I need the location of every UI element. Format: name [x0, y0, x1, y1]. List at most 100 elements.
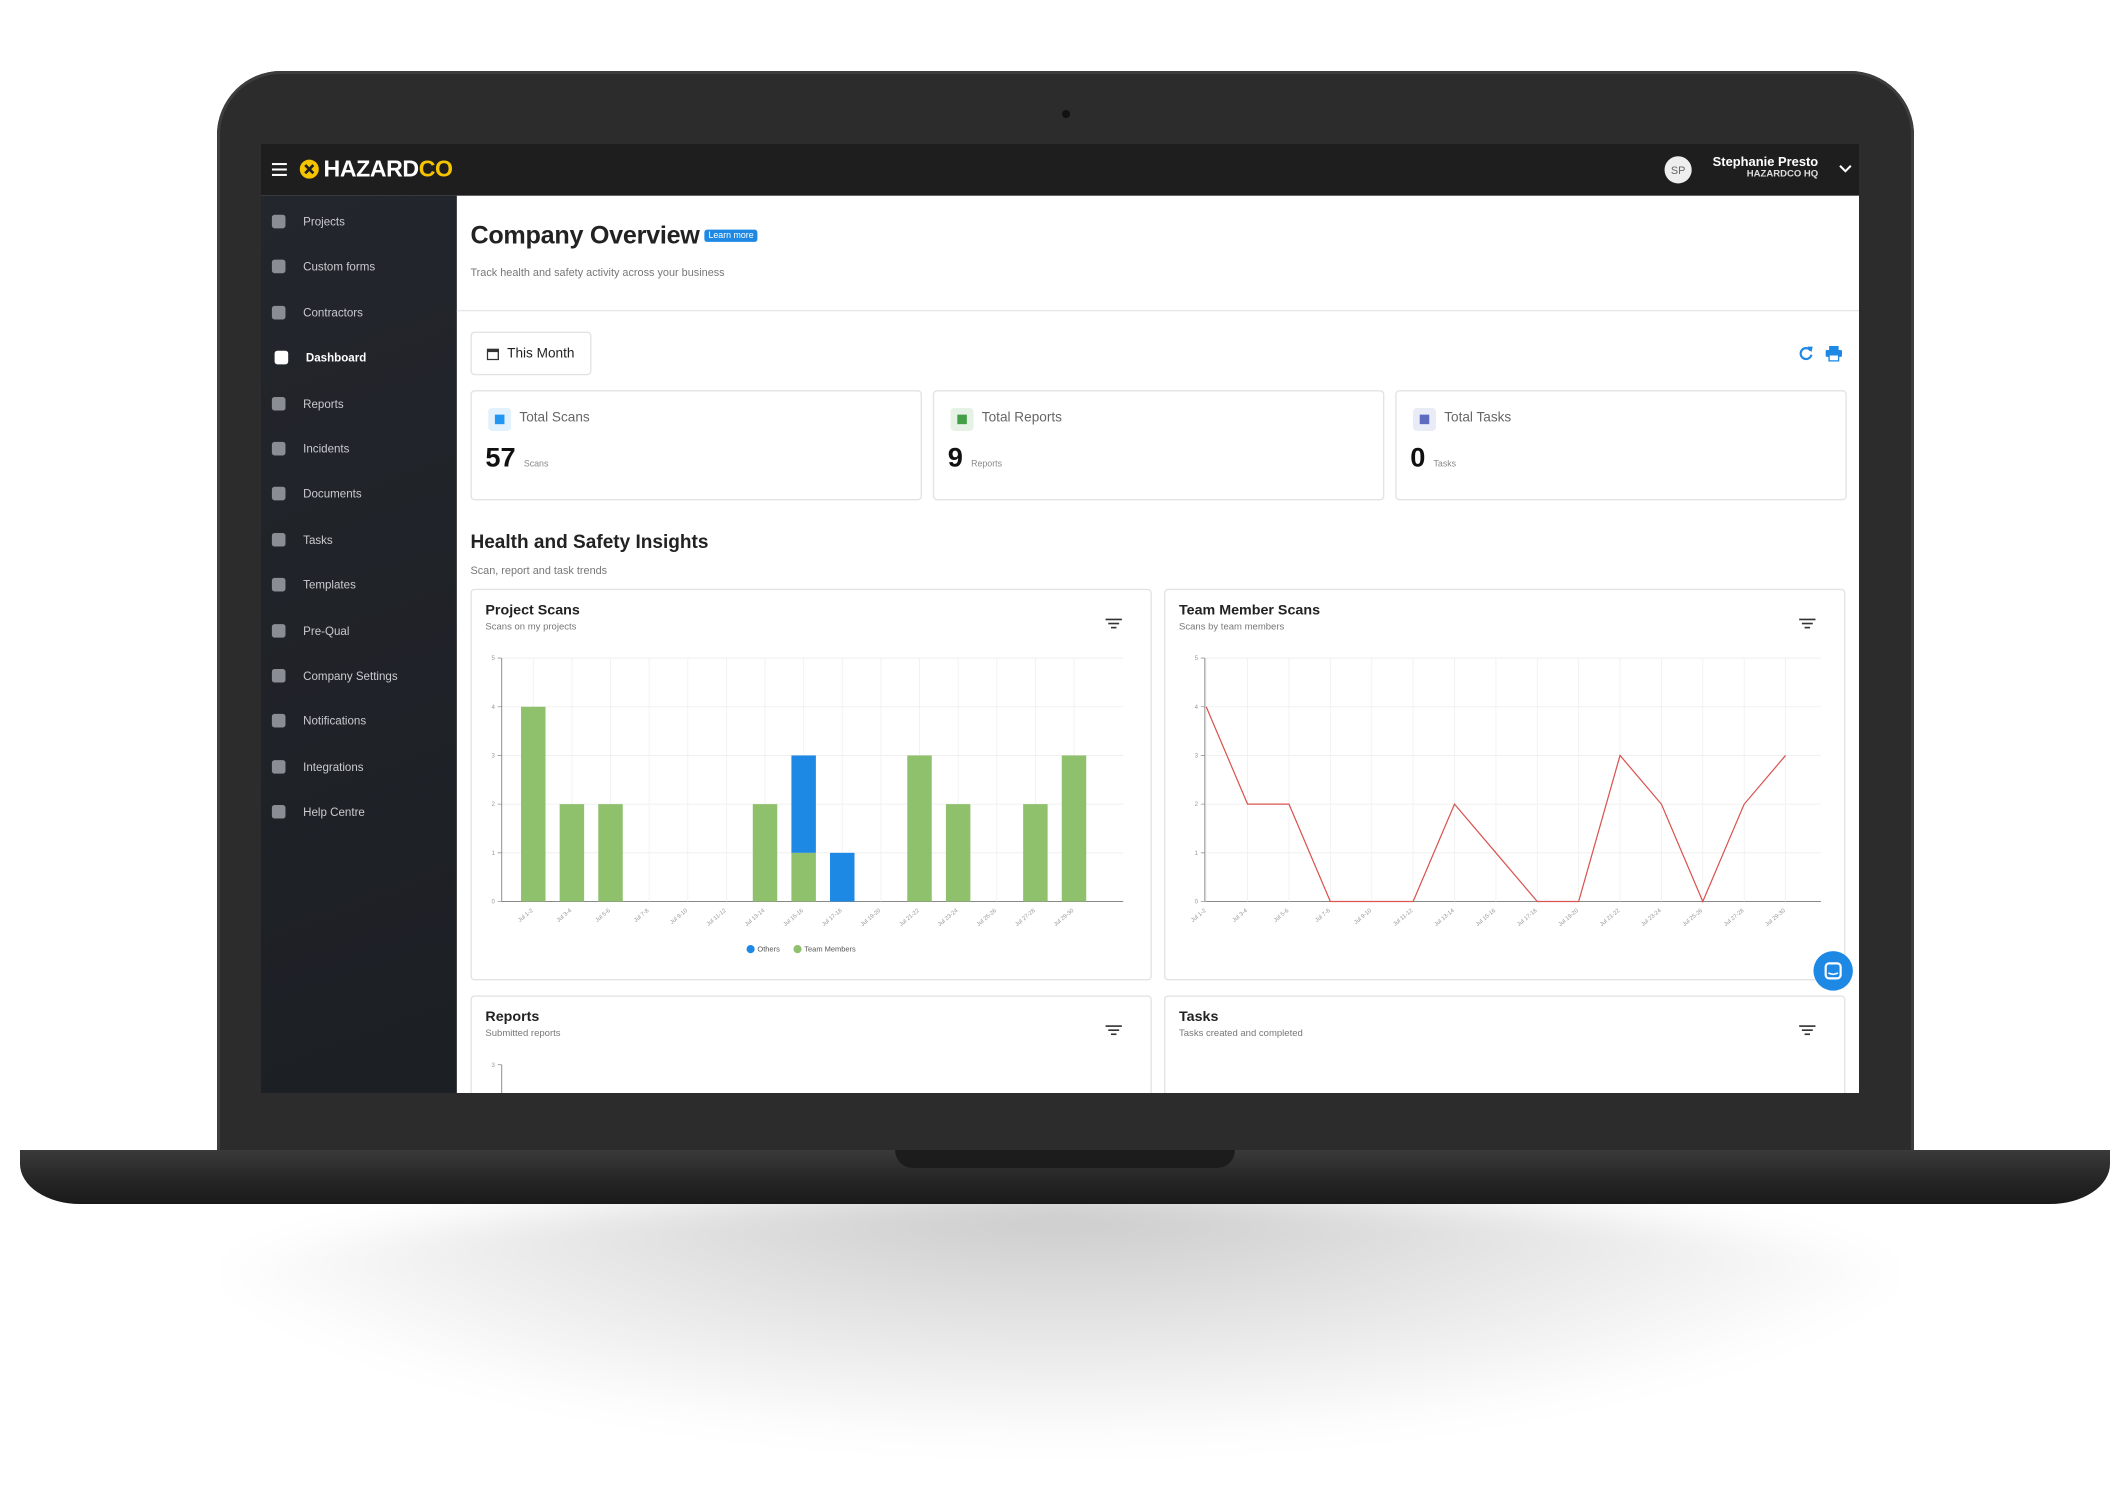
- legend-item[interactable]: Others: [746, 945, 781, 954]
- top-bar: HAZARDCO SP Stephanie Presto HAZARDCO HQ: [261, 144, 1859, 196]
- chart-card: Project Scans Scans on my projects 0 1 2 3 4 5 J…: [470, 588, 1152, 981]
- nav-item[interactable]: Dashboard: [261, 344, 457, 371]
- stat-unit: Reports: [971, 459, 1003, 470]
- filter-icon-line: [1108, 1029, 1120, 1031]
- user-menu-chevron[interactable]: [1839, 164, 1853, 175]
- filter-button[interactable]: [1105, 1025, 1122, 1036]
- stat-icon: [488, 407, 512, 431]
- page-subtitle: Track health and safety activity across …: [470, 266, 725, 279]
- nav-item[interactable]: Templates: [261, 571, 457, 598]
- chart: 3: [492, 1025, 1122, 1093]
- nav-item[interactable]: Documents: [261, 480, 457, 507]
- logo[interactable]: HAZARDCO: [324, 156, 453, 183]
- legend-item[interactable]: Team Members: [793, 945, 856, 954]
- chart-subtitle: Tasks created and completed: [1179, 1029, 1303, 1039]
- nav-label: Tasks: [303, 532, 333, 547]
- bar: [521, 706, 546, 902]
- stat-card: Total Reports 9 Reports: [932, 390, 1385, 501]
- chart-card: Team Member Scans Scans by team members 0 1…: [1164, 588, 1846, 981]
- nav-icon: [271, 305, 286, 320]
- bar: [907, 755, 932, 902]
- line: [1205, 706, 1787, 904]
- stat-value-row: 0 Tasks: [1410, 443, 1456, 474]
- bar: [1023, 804, 1048, 902]
- x-tick-label: Jul 1-2: [517, 908, 534, 924]
- avatar[interactable]: SP: [1664, 156, 1692, 184]
- legend-label: Team Members: [804, 945, 856, 954]
- stat-label: Total Tasks: [1444, 410, 1512, 426]
- y-tick-label: 1: [492, 850, 496, 857]
- x-tick-label: Jul 29-30: [1053, 907, 1076, 927]
- x-tick-label: Jul 17-18: [1516, 908, 1538, 928]
- nav-label: Incidents: [303, 441, 350, 456]
- nav-item[interactable]: Projects: [261, 208, 457, 235]
- x-tick-label: Jul 15-16: [783, 908, 805, 928]
- menu-button[interactable]: [271, 162, 288, 178]
- y-tick-label: 4: [1195, 704, 1199, 711]
- stat-label: Total Reports: [981, 410, 1062, 426]
- nav-icon: [271, 532, 286, 547]
- filter-icon-line: [1799, 618, 1816, 621]
- nav-icon: [271, 214, 286, 229]
- bar: [1061, 755, 1087, 902]
- user-org: HAZARDCO HQ: [1746, 169, 1819, 180]
- nav-item[interactable]: Contractors: [261, 299, 457, 326]
- x-tick-label: Jul 9-10: [1353, 907, 1373, 925]
- y-tick-label: 2: [1195, 801, 1199, 808]
- x-tick-label: Jul 11-12: [1393, 908, 1415, 928]
- print-button[interactable]: [1825, 345, 1843, 362]
- x-tick-label: Jul 23-24: [1640, 907, 1663, 927]
- bar: [598, 804, 623, 902]
- nav-icon: [271, 441, 286, 456]
- x-tick-label: Jul 19-20: [1558, 907, 1581, 927]
- user-name[interactable]: Stephanie Presto: [1712, 154, 1819, 170]
- nav-item[interactable]: Tasks: [261, 526, 457, 553]
- app: HAZARDCO SP Stephanie Presto HAZARDCO HQ…: [261, 144, 1859, 1093]
- logo-accent: CO: [418, 156, 453, 183]
- nav-item[interactable]: Reports: [261, 390, 457, 417]
- chart: [1799, 1025, 1816, 1036]
- nav-item[interactable]: Incidents: [261, 435, 457, 462]
- filter-button[interactable]: [1105, 618, 1122, 629]
- bar: [830, 852, 855, 902]
- screen: HAZARDCO SP Stephanie Presto HAZARDCO HQ…: [261, 144, 1859, 1093]
- x-tick-label: Jul 1-2: [1190, 908, 1207, 924]
- x-tick-label: Jul 19-20: [860, 907, 883, 927]
- nav-item[interactable]: Help Centre: [261, 798, 457, 825]
- nav-label: Reports: [303, 396, 344, 411]
- bar: [791, 755, 816, 853]
- nav-item[interactable]: Company Settings: [261, 662, 457, 689]
- nav-label: Pre-Qual: [303, 623, 350, 638]
- logo-mark: [299, 159, 319, 179]
- x-tick-label: Jul 13-14: [744, 907, 767, 927]
- nav-icon: [271, 396, 286, 411]
- y-tick-label: 0: [492, 899, 496, 906]
- chat-button[interactable]: [1813, 950, 1854, 991]
- nav-icon: [271, 260, 286, 274]
- nav-item[interactable]: Pre-Qual: [261, 617, 457, 644]
- filter-button[interactable]: [1799, 618, 1816, 629]
- nav-label: Dashboard: [305, 350, 367, 365]
- nav-item[interactable]: Integrations: [261, 753, 457, 780]
- divider: [456, 309, 1859, 312]
- x-tick-label: Jul 27-28: [1014, 908, 1036, 928]
- y-tick-label: 4: [492, 704, 496, 711]
- period-button[interactable]: This Month: [470, 331, 592, 376]
- filter-icon-line: [1108, 622, 1120, 625]
- filter-icon-line: [1801, 1029, 1813, 1031]
- x-tick-label: Jul 15-16: [1475, 908, 1497, 928]
- nav-item[interactable]: Notifications: [261, 708, 457, 735]
- x-tick-label: Jul 5-6: [595, 908, 612, 924]
- page-title: Company Overview: [470, 220, 700, 249]
- x-tick-label: Jul 9-10: [669, 907, 689, 925]
- stat-icon: [1412, 407, 1437, 431]
- insights-title: Health and Safety Insights: [470, 530, 709, 552]
- stat-unit: Tasks: [1433, 459, 1457, 470]
- nav-icon: [271, 623, 286, 638]
- nav-item[interactable]: Custom forms: [261, 253, 457, 280]
- filter-button[interactable]: [1799, 1025, 1816, 1036]
- filter-icon-line: [1804, 626, 1811, 629]
- learn-more[interactable]: Learn more: [704, 229, 758, 242]
- refresh-button[interactable]: [1798, 345, 1814, 361]
- x-tick-label: Jul 27-28: [1723, 908, 1745, 928]
